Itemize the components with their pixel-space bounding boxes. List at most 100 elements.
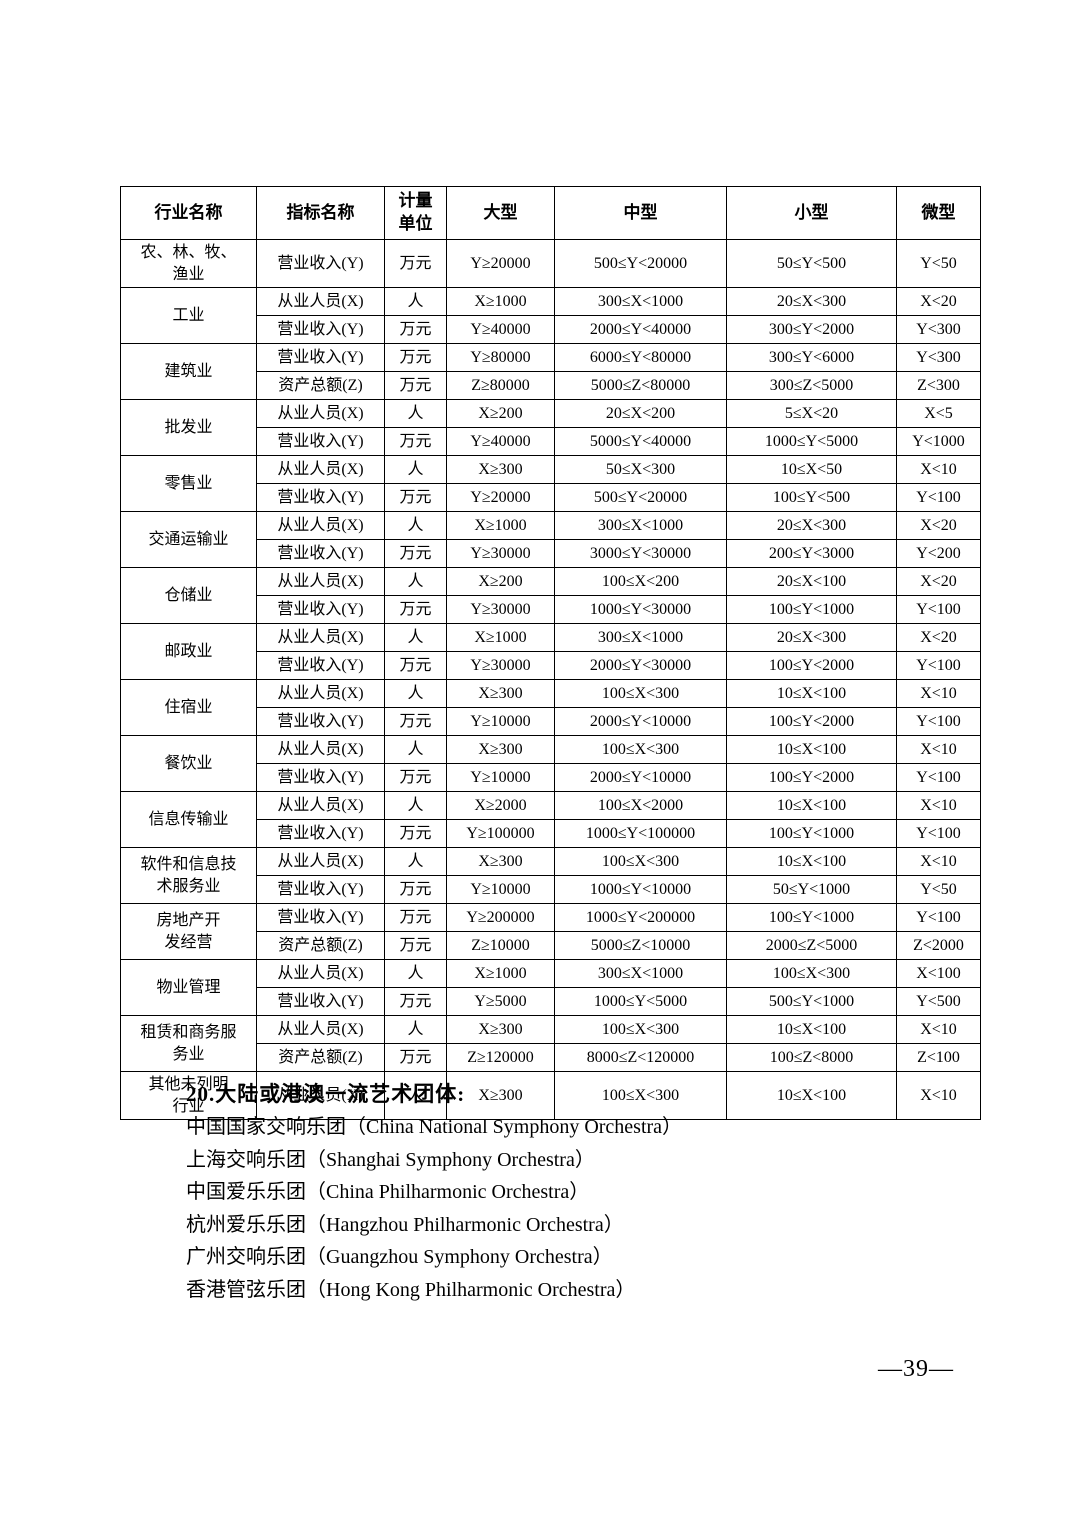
table-row: 营业收入(Y) 万元 Y≥40000 5000≤Y<40000 1000≤Y<5000 Y…	[121, 427, 981, 456]
table-row: 信息传输业 从业人员(X) 人 X≥2000 100≤X<2000 10≤X<100 X<1…	[120, 791, 981, 848]
value-cell: Y≥10000	[446, 875, 555, 904]
value-cell: 6000≤Y<80000	[554, 343, 727, 372]
column-header: 行业名称	[120, 186, 257, 240]
value-cell: Y≥20000	[446, 483, 555, 512]
value-cell: 100≤X<300	[554, 847, 727, 876]
table-row: 资产总额(Z) 万元 Z≥10000 5000≤Z<10000 2000≤Z<5000 Z…	[121, 931, 981, 960]
value-cell: Y≥30000	[446, 539, 555, 568]
value-cell: 500≤Y<20000	[554, 483, 727, 512]
table-row: 住宿业 从业人员(X) 人 X≥300 100≤X<300 10≤X<100 X<10	[120, 679, 981, 736]
value-cell: X≥1000	[446, 511, 555, 540]
indicator-name-cell: 从业人员(X)	[256, 1071, 385, 1120]
value-cell: 人	[384, 1071, 447, 1120]
value-cell: 2000≤Y<10000	[554, 763, 727, 792]
value-cell: Y<100	[896, 595, 981, 624]
value-cell: 万元	[384, 315, 447, 344]
value-cell: X≥1000	[446, 959, 555, 988]
value-cell: 50≤Y<500	[726, 239, 897, 288]
indicator-name-cell: 营业收入(Y)	[256, 483, 385, 512]
table-row: 工业 从业人员(X) 人 X≥1000 300≤X<1000 20≤X<300 X<20	[120, 287, 981, 344]
table-row: 交通运输业 从业人员(X) 人 X≥1000 300≤X<1000 20≤X<300 X<2…	[120, 511, 981, 568]
table-row: 营业收入(Y) 万元 Y≥20000 500≤Y<20000 100≤Y<500 Y<10…	[121, 483, 981, 512]
value-cell: Y<50	[896, 875, 981, 904]
value-cell: X<5	[896, 399, 981, 428]
indicator-name-cell: 从业人员(X)	[256, 959, 385, 988]
value-cell: 人	[384, 1015, 447, 1044]
table-row: 房地产开 发经营 营业收入(Y) 万元 Y≥200000 1000≤Y<200000 10…	[120, 903, 981, 960]
value-cell: 100≤X<2000	[554, 791, 727, 820]
value-cell: 50≤X<300	[554, 455, 727, 484]
value-cell: Y<100	[896, 903, 981, 932]
indicator-name-cell: 从业人员(X)	[256, 287, 385, 316]
column-header: 小型	[726, 186, 897, 240]
indicator-name-cell: 营业收入(Y)	[256, 315, 385, 344]
industry-name-cell: 租赁和商务服 务业	[120, 1015, 257, 1072]
indicator-name-cell: 资产总额(Z)	[256, 931, 385, 960]
value-cell: Z<300	[896, 371, 981, 400]
value-cell: Y<1000	[896, 427, 981, 456]
value-cell: Y≥40000	[446, 427, 555, 456]
value-cell: 万元	[384, 763, 447, 792]
industry-name-cell: 仓储业	[120, 567, 257, 624]
indicator-name-cell: 从业人员(X)	[256, 847, 385, 876]
value-cell: X≥200	[446, 399, 555, 428]
industry-name-cell: 邮政业	[120, 623, 257, 680]
value-cell: Y≥30000	[446, 651, 555, 680]
indicator-name-cell: 营业收入(Y)	[256, 651, 385, 680]
table-row: 物业管理 从业人员(X) 人 X≥1000 300≤X<1000 100≤X<300 X<1…	[120, 959, 981, 1016]
value-cell: X≥200	[446, 567, 555, 596]
table-row: 营业收入(Y) 万元 Y≥5000 1000≤Y<5000 500≤Y<1000 Y<50…	[121, 987, 981, 1016]
table-row: 租赁和商务服 务业 从业人员(X) 人 X≥300 100≤X<300 10≤X<100 X…	[120, 1015, 981, 1072]
value-cell: 10≤X<100	[726, 791, 897, 820]
industry-name-cell: 农、林、牧、 渔业	[120, 239, 257, 288]
indicator-name-cell: 营业收入(Y)	[256, 427, 385, 456]
indicator-name-cell: 营业收入(Y)	[256, 707, 385, 736]
value-cell: X<10	[896, 791, 981, 820]
value-cell: 10≤X<50	[726, 455, 897, 484]
section-heading: 20.大陆或港澳一流艺术团体:	[186, 1082, 466, 1106]
indicator-name-cell: 资产总额(Z)	[256, 1043, 385, 1072]
orchestra-section: 20.大陆或港澳一流艺术团体: 中国国家交响乐团（China National …	[186, 1078, 886, 1306]
column-header: 大型	[446, 186, 555, 240]
value-cell: 万元	[384, 707, 447, 736]
value-cell: X<10	[896, 1015, 981, 1044]
value-cell: 300≤Z<5000	[726, 371, 897, 400]
value-cell: 100≤X<300	[554, 1071, 727, 1120]
value-cell: 人	[384, 623, 447, 652]
value-cell: 2000≤Y<40000	[554, 315, 727, 344]
value-cell: 100≤Z<8000	[726, 1043, 897, 1072]
value-cell: 10≤X<100	[726, 679, 897, 708]
value-cell: Y<500	[896, 987, 981, 1016]
indicator-name-cell: 营业收入(Y)	[256, 987, 385, 1016]
indicator-name-cell: 资产总额(Z)	[256, 371, 385, 400]
value-cell: 1000≤Y<5000	[554, 987, 727, 1016]
value-cell: 5≤X<20	[726, 399, 897, 428]
value-cell: Y≥200000	[446, 903, 555, 932]
value-cell: Y≥20000	[446, 239, 555, 288]
value-cell: Y<300	[896, 315, 981, 344]
value-cell: Y≥5000	[446, 987, 555, 1016]
value-cell: 5000≤Y<40000	[554, 427, 727, 456]
indicator-name-cell: 从业人员(X)	[256, 455, 385, 484]
value-cell: 2000≤Y<10000	[554, 707, 727, 736]
value-cell: Z≥120000	[446, 1043, 555, 1072]
value-cell: 人	[384, 287, 447, 316]
value-cell: X<20	[896, 511, 981, 540]
value-cell: X≥2000	[446, 791, 555, 820]
orchestra-item: 杭州爱乐乐团（Hangzhou Philharmonic Orchestra）	[186, 1213, 624, 1236]
value-cell: 人	[384, 399, 447, 428]
industry-name-cell: 餐饮业	[120, 735, 257, 792]
value-cell: 20≤X<300	[726, 287, 897, 316]
value-cell: 万元	[384, 595, 447, 624]
column-header: 计量 单位	[384, 186, 447, 240]
table-row: 营业收入(Y) 万元 Y≥40000 2000≤Y<40000 300≤Y<2000 Y<…	[121, 315, 981, 344]
table-row: 营业收入(Y) 万元 Y≥10000 2000≤Y<10000 100≤Y<2000 Y<…	[121, 707, 981, 736]
indicator-name-cell: 营业收入(Y)	[256, 875, 385, 904]
value-cell: 100≤X<300	[554, 679, 727, 708]
indicator-name-cell: 从业人员(X)	[256, 623, 385, 652]
value-cell: Y<100	[896, 483, 981, 512]
value-cell: 万元	[384, 483, 447, 512]
value-cell: 人	[384, 735, 447, 764]
value-cell: 万元	[384, 903, 447, 932]
orchestra-list: 中国国家交响乐团（China National Symphony Orchest…	[186, 1111, 886, 1306]
